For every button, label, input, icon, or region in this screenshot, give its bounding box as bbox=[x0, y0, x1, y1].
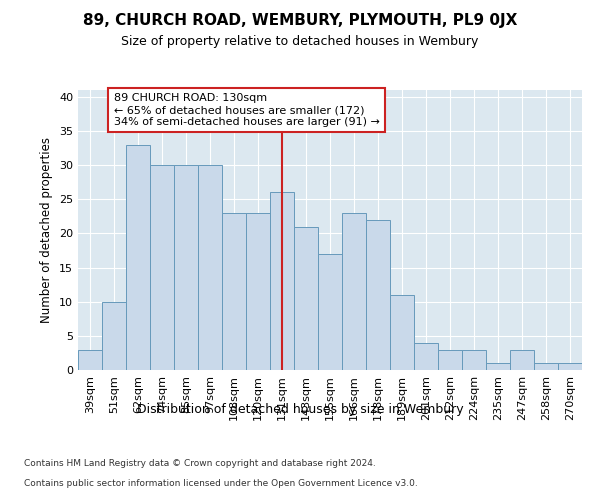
Bar bbox=[534, 363, 558, 370]
Bar bbox=[558, 363, 582, 370]
Text: Contains public sector information licensed under the Open Government Licence v3: Contains public sector information licen… bbox=[24, 478, 418, 488]
Bar bbox=[294, 226, 318, 370]
Text: Size of property relative to detached houses in Wembury: Size of property relative to detached ho… bbox=[121, 35, 479, 48]
Bar bbox=[438, 350, 462, 370]
Bar bbox=[222, 213, 246, 370]
Bar bbox=[126, 144, 150, 370]
Text: 89 CHURCH ROAD: 130sqm
← 65% of detached houses are smaller (172)
34% of semi-de: 89 CHURCH ROAD: 130sqm ← 65% of detached… bbox=[114, 94, 380, 126]
Bar bbox=[78, 350, 102, 370]
Bar bbox=[102, 302, 126, 370]
Bar bbox=[486, 363, 510, 370]
Bar bbox=[174, 165, 198, 370]
Text: Distribution of detached houses by size in Wembury: Distribution of detached houses by size … bbox=[137, 402, 463, 415]
Bar bbox=[318, 254, 342, 370]
Text: 89, CHURCH ROAD, WEMBURY, PLYMOUTH, PL9 0JX: 89, CHURCH ROAD, WEMBURY, PLYMOUTH, PL9 … bbox=[83, 12, 517, 28]
Bar bbox=[342, 213, 366, 370]
Bar bbox=[150, 165, 174, 370]
Bar bbox=[414, 342, 438, 370]
Bar bbox=[510, 350, 534, 370]
Bar bbox=[270, 192, 294, 370]
Bar bbox=[366, 220, 390, 370]
Bar bbox=[198, 165, 222, 370]
Bar bbox=[246, 213, 270, 370]
Text: Contains HM Land Registry data © Crown copyright and database right 2024.: Contains HM Land Registry data © Crown c… bbox=[24, 458, 376, 468]
Y-axis label: Number of detached properties: Number of detached properties bbox=[40, 137, 53, 323]
Bar bbox=[390, 295, 414, 370]
Bar bbox=[462, 350, 486, 370]
